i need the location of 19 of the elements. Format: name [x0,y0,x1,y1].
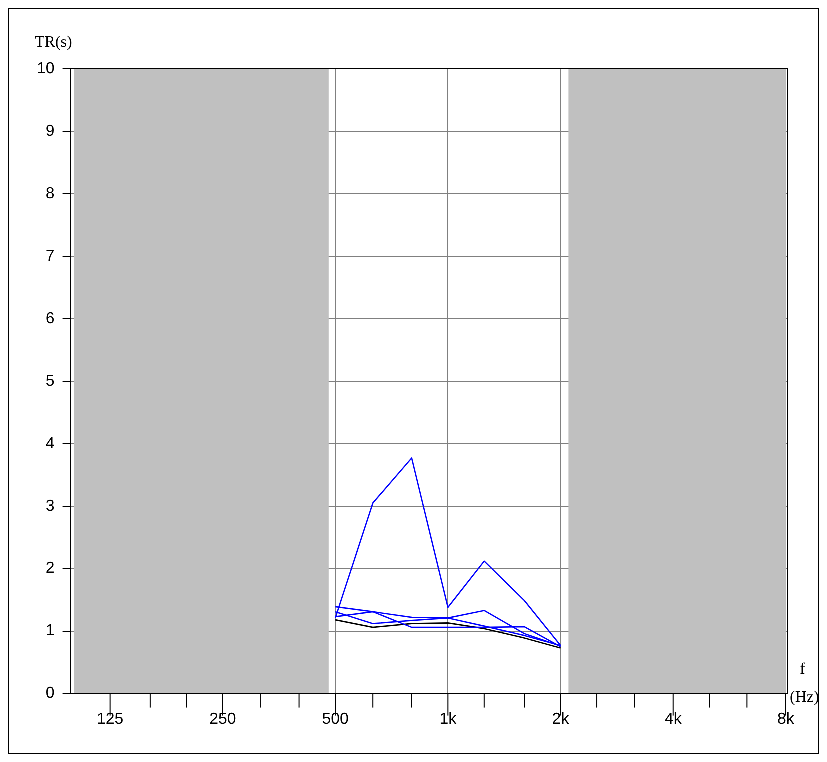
x-tick-label: 500 [322,710,349,728]
y-tick-label: 2 [46,560,55,578]
x-tick-label: 125 [96,710,124,728]
y-tick-label: 0 [46,685,55,702]
y-tick-label: 6 [46,310,55,328]
x-tick-label: 4k [664,710,683,728]
y-tick-label: 1 [46,622,55,640]
y-tick-label: 8 [46,185,55,202]
y-tick-label: 4 [46,435,55,452]
x-tick-label: 250 [210,710,236,728]
x-tick-label: 8k [778,710,796,728]
y-tick-label: 3 [46,498,55,515]
x-tick-label: 2k [552,710,570,728]
y-tick-label: 7 [46,248,55,265]
y-tick-label: 5 [46,372,55,390]
x-tick-label: 1k [440,710,458,728]
y-axis-title: TR(s) [35,34,72,52]
y-tick-label: 10 [37,60,55,78]
y-tick-label: 9 [46,122,55,140]
